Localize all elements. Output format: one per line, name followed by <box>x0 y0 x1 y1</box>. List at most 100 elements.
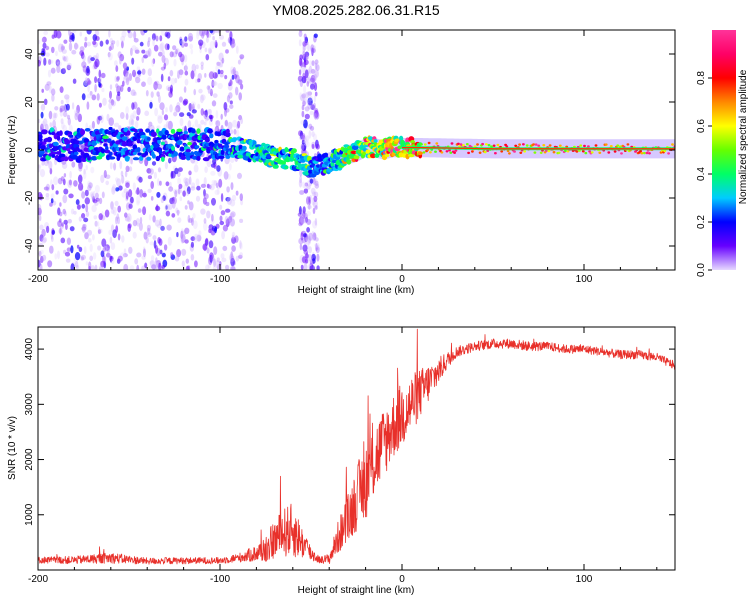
heatmap-cell <box>59 227 62 235</box>
heatmap-cell <box>64 139 71 146</box>
heatmap-cell <box>314 91 318 97</box>
heatmap-cell <box>547 149 551 153</box>
heatmap-cell <box>160 196 165 204</box>
heatmap-cell <box>231 234 235 240</box>
heatmap-cell <box>106 113 110 122</box>
heatmap-cell <box>174 77 178 84</box>
heatmap-cell <box>94 184 100 193</box>
heatmap-cell <box>89 243 93 252</box>
heatmap-cell <box>85 211 90 218</box>
heatmap-cell <box>224 215 229 225</box>
heatmap-cell <box>537 144 541 147</box>
heatmap-cell <box>177 167 183 173</box>
heatmap-cell <box>97 229 102 234</box>
heatmap-cell <box>230 129 234 135</box>
heatmap-cell <box>598 151 602 154</box>
heatmap-cell <box>230 182 234 191</box>
heatmap-cell <box>59 108 63 113</box>
heatmap-cell <box>80 130 85 136</box>
heatmap-cell <box>346 159 352 165</box>
spectrogram-heatmap <box>38 30 675 270</box>
heatmap-cell <box>151 161 157 166</box>
heatmap-cell <box>223 171 229 180</box>
heatmap-cell <box>202 197 207 205</box>
heatmap-cell <box>91 193 94 200</box>
heatmap-cell <box>228 92 233 99</box>
heatmap-cell <box>156 223 161 229</box>
heatmap-cell <box>176 102 181 109</box>
heatmap-cell <box>312 232 317 241</box>
heatmap-cell <box>225 30 230 33</box>
heatmap-cell <box>130 47 133 57</box>
heatmap-cell <box>83 246 87 255</box>
heatmap-cell <box>208 256 213 266</box>
spectrogram-ylabel: Frequency (Hz) <box>7 116 18 185</box>
heatmap-cell <box>120 112 125 119</box>
heatmap-cell <box>457 142 460 145</box>
heatmap-cell <box>115 76 120 82</box>
heatmap-cell <box>209 252 214 260</box>
heatmap-cell <box>303 138 309 146</box>
heatmap-cell <box>123 188 128 194</box>
heatmap-cell <box>70 208 75 215</box>
heatmap-cell <box>89 255 94 262</box>
heatmap-cell <box>299 92 303 100</box>
heatmap-cell <box>66 64 72 71</box>
heatmap-cell <box>211 197 216 206</box>
heatmap-cell <box>71 49 77 55</box>
heatmap-cell <box>230 66 234 75</box>
colorbar-bar <box>712 30 736 270</box>
heatmap-cell <box>221 41 227 47</box>
heatmap-cell <box>115 83 119 89</box>
colorbar-ticks: 0.0 0.2 0.4 0.6 0.8 <box>696 71 712 277</box>
heatmap-cell <box>487 144 491 147</box>
heatmap-cell <box>313 102 316 112</box>
heatmap-cell <box>177 187 181 195</box>
heatmap-cell <box>211 80 216 87</box>
heatmap-cell <box>49 245 54 254</box>
heatmap-cell <box>133 30 137 40</box>
heatmap-cell <box>230 69 236 75</box>
heatmap-cell <box>68 134 74 138</box>
heatmap-cell <box>114 122 120 128</box>
heatmap-cell <box>303 233 307 238</box>
heatmap-cell <box>203 244 207 252</box>
heatmap-cell <box>206 183 210 189</box>
heatmap-cell <box>97 115 103 121</box>
heatmap-cell <box>102 247 107 252</box>
heatmap-cell <box>111 184 117 193</box>
heatmap-cell <box>130 113 134 120</box>
heatmap-cell <box>74 140 81 145</box>
heatmap-cell <box>126 213 132 223</box>
heatmap-cell <box>147 227 151 236</box>
heatmap-cell <box>298 30 303 37</box>
heatmap-cell <box>308 232 314 241</box>
heatmap-cell <box>87 156 91 161</box>
heatmap-cell <box>300 232 304 241</box>
heatmap-cell <box>231 194 237 202</box>
heatmap-cell <box>154 260 159 270</box>
heatmap-cell <box>183 98 189 105</box>
heatmap-cell <box>187 265 191 270</box>
heatmap-cell <box>238 114 243 121</box>
heatmap-cell <box>217 69 221 75</box>
heatmap-cell <box>175 105 181 113</box>
heatmap-cell <box>648 152 651 155</box>
heatmap-cell <box>227 173 231 180</box>
heatmap-cell <box>145 128 151 133</box>
heatmap-cell <box>84 197 91 205</box>
heatmap-cell <box>220 113 223 120</box>
heatmap-cell <box>134 49 140 54</box>
heatmap-cell <box>200 61 204 67</box>
heatmap-cell <box>302 210 306 219</box>
heatmap-cell <box>74 252 81 261</box>
heatmap-cell <box>157 115 163 124</box>
heatmap-cell <box>100 174 105 184</box>
y-tick-label: 0 <box>24 147 35 153</box>
heatmap-cell <box>126 75 130 83</box>
heatmap-cell <box>135 218 140 227</box>
heatmap-cell <box>108 126 113 131</box>
heatmap-cell <box>583 144 586 148</box>
heatmap-cell <box>229 218 235 227</box>
